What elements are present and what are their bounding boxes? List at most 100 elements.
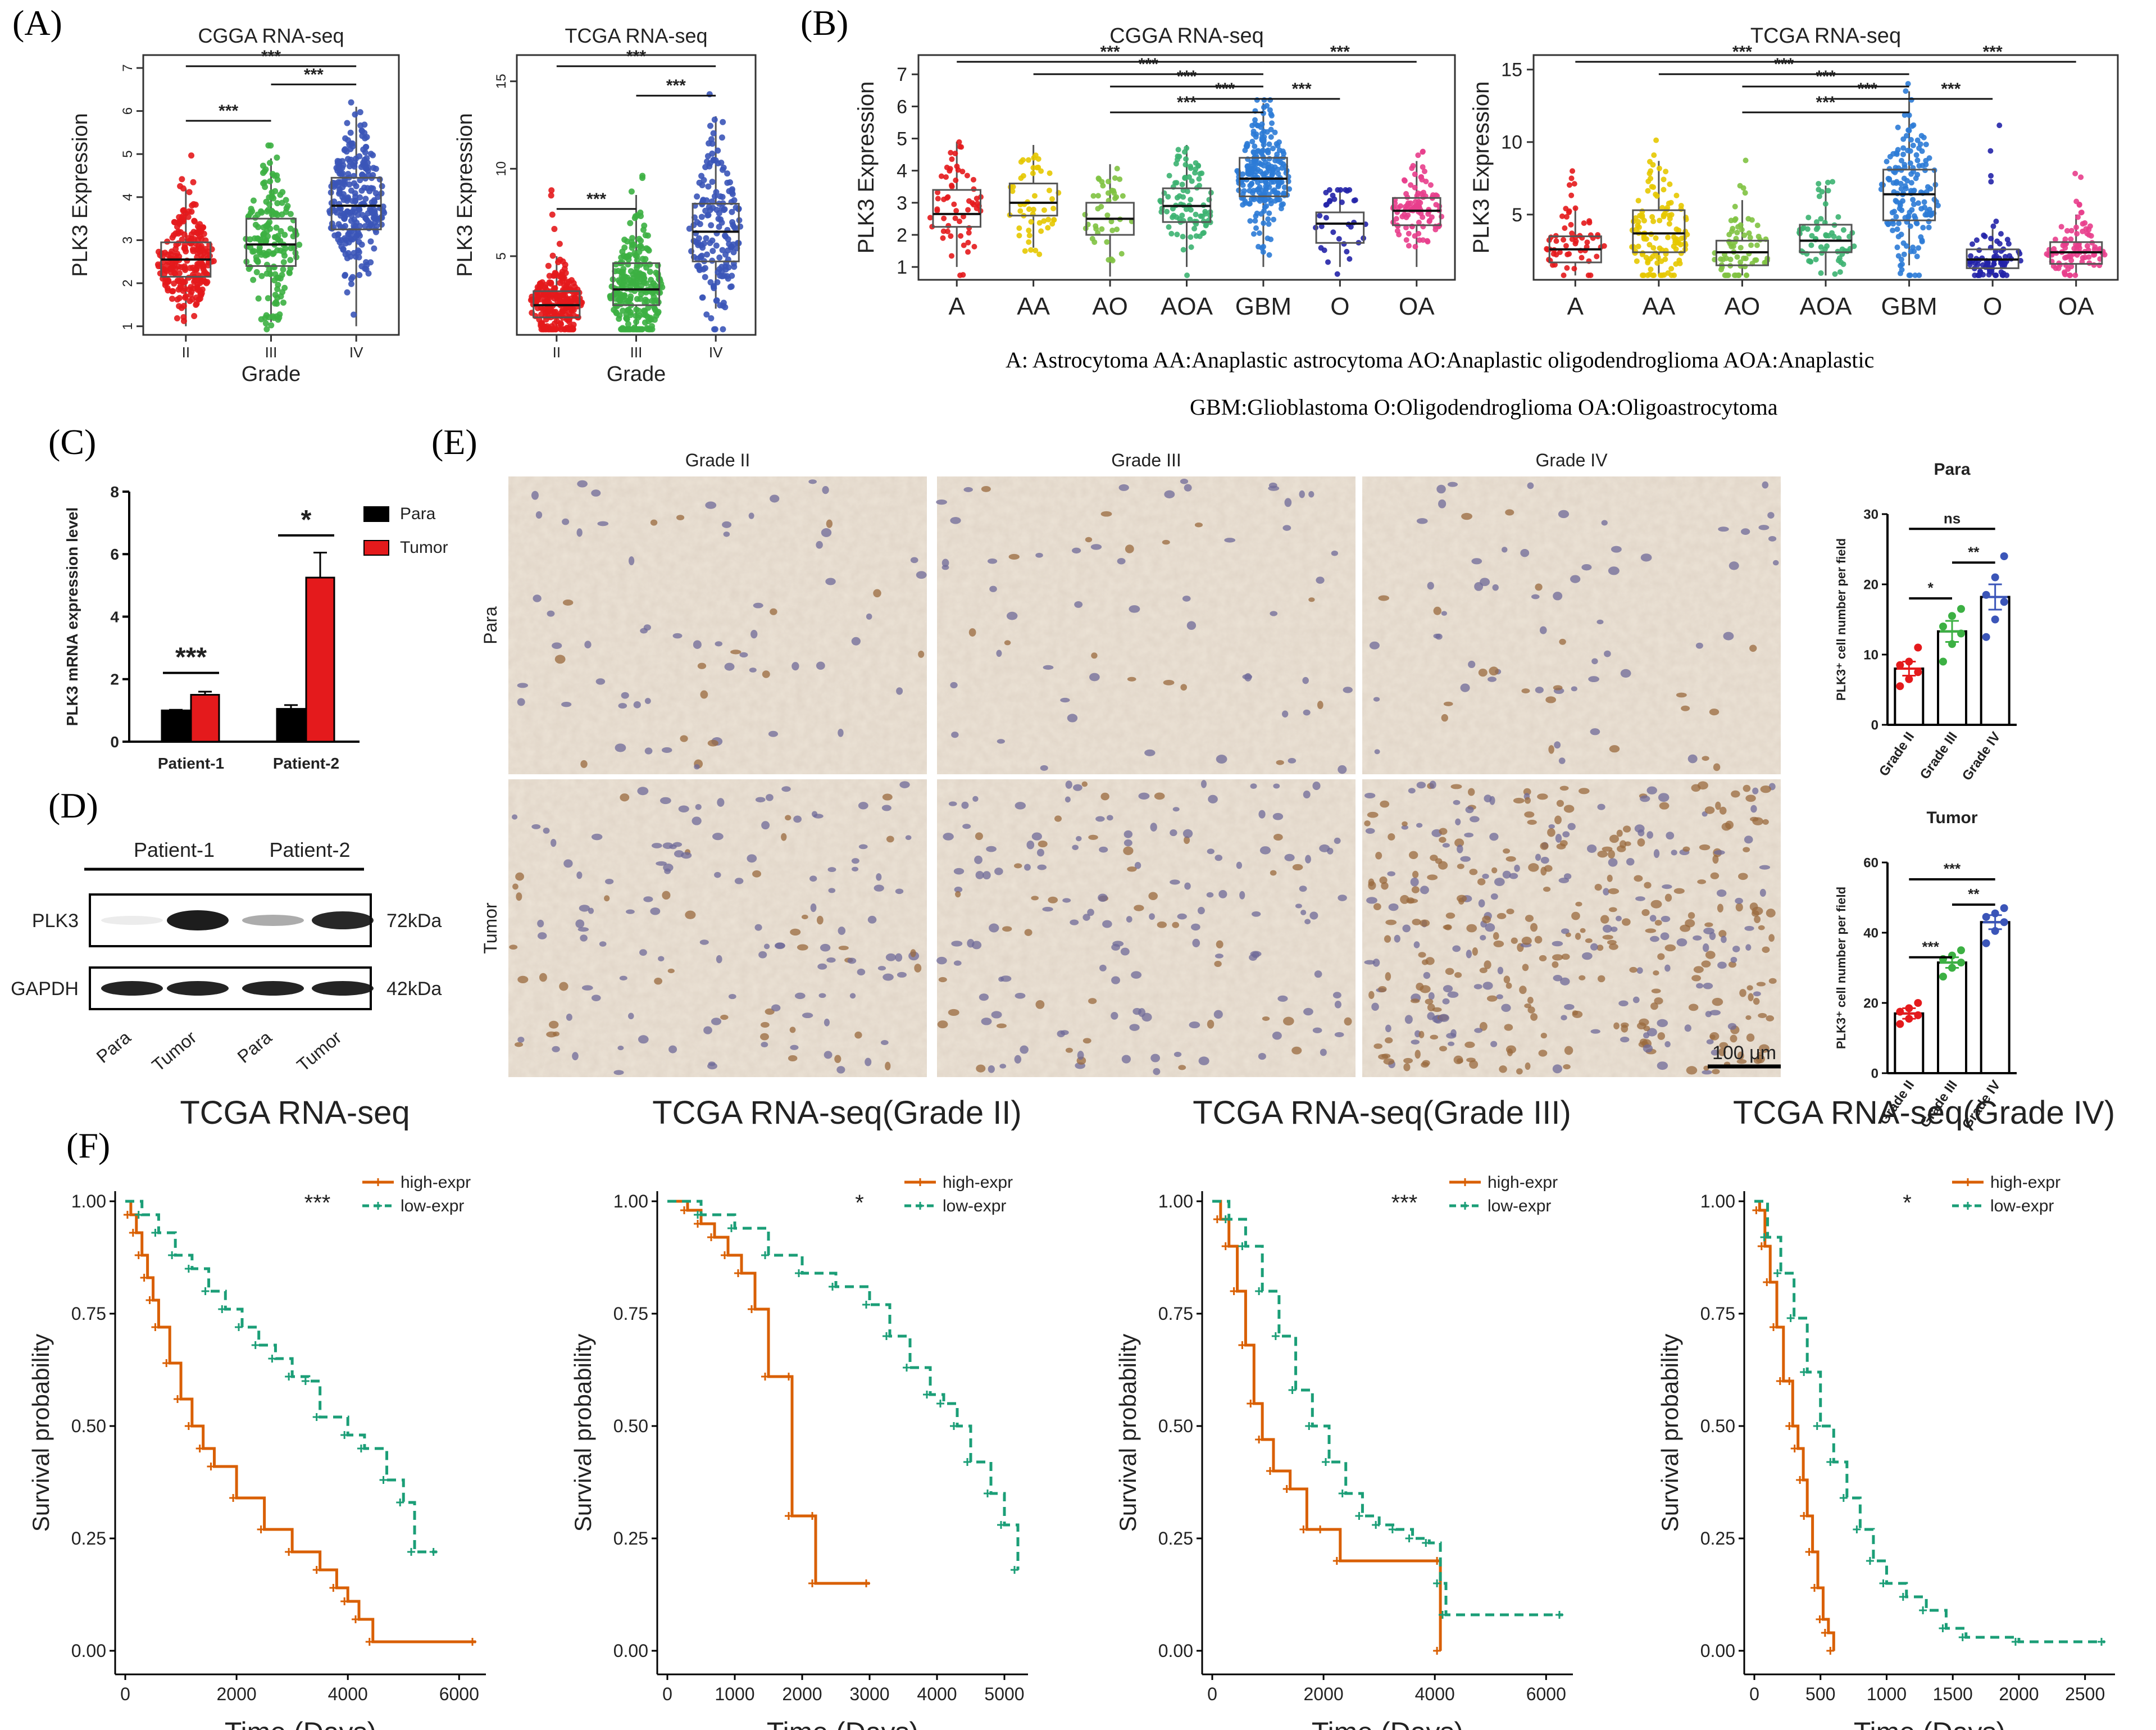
- cell-nucleus: [1040, 765, 1048, 771]
- data-point: [1588, 273, 1594, 278]
- data-point: [703, 158, 710, 165]
- cell-nucleus: [1111, 943, 1120, 951]
- cell-nucleus: [1198, 1056, 1209, 1065]
- data-point: [203, 271, 210, 278]
- cell-nucleus: [801, 914, 808, 920]
- km-curve-high: [667, 1200, 870, 1585]
- cell-nucleus: [781, 833, 787, 841]
- cell-nucleus: [1305, 855, 1311, 864]
- cell-nucleus: [1482, 982, 1493, 990]
- cell-nucleus: [1721, 936, 1727, 943]
- legend-label-low: low-expr: [943, 1197, 1006, 1215]
- data-point: [1676, 257, 1682, 264]
- cell-nucleus: [1454, 838, 1464, 847]
- censor-mark: [379, 1476, 388, 1484]
- censor-mark: [151, 1229, 160, 1237]
- y-tick-label: 7: [897, 64, 907, 85]
- data-point: [1196, 176, 1202, 182]
- legend-label-high: high-expr: [943, 1173, 1013, 1192]
- cell-nucleus: [576, 528, 583, 537]
- data-point: [1658, 273, 1664, 278]
- cell-nucleus: [750, 630, 758, 639]
- data-point: [2074, 230, 2080, 237]
- censor-mark: [1238, 1341, 1247, 1349]
- data-point: [719, 166, 726, 173]
- cell-nucleus: [1704, 806, 1715, 814]
- data-point: [254, 258, 261, 265]
- cell-nucleus: [1703, 983, 1713, 989]
- data-point: [1038, 228, 1044, 234]
- data-point: [1018, 175, 1024, 181]
- cell-nucleus: [1695, 642, 1703, 649]
- cell-nucleus: [1455, 818, 1461, 825]
- legend-label-low: low-expr: [401, 1197, 464, 1215]
- data-point: [178, 229, 184, 235]
- data-point: [1563, 214, 1570, 220]
- cell-nucleus: [1170, 829, 1177, 837]
- cell-nucleus: [1380, 800, 1390, 808]
- data-point: [1255, 166, 1261, 172]
- censor-mark: [235, 1323, 243, 1331]
- censor-mark: [301, 1377, 310, 1385]
- data-point: [1018, 159, 1024, 165]
- censor-mark: [1355, 1512, 1363, 1520]
- data-point: [1275, 143, 1281, 149]
- cell-nucleus: [1214, 961, 1222, 968]
- censor-mark: [1805, 1548, 1813, 1556]
- cell-nucleus: [1074, 601, 1083, 608]
- x-tick-label: Grade III: [1917, 729, 1961, 782]
- cell-nucleus: [1609, 834, 1619, 843]
- data-point: [1108, 256, 1115, 262]
- data-point: [338, 243, 345, 250]
- data-point: [1028, 247, 1034, 253]
- data-point: [951, 201, 957, 207]
- data-point: [1948, 612, 1956, 620]
- data-point: [566, 278, 572, 285]
- data-point: [1666, 221, 1672, 227]
- cell-nucleus: [650, 519, 658, 526]
- data-point: [275, 281, 281, 288]
- cell-nucleus: [827, 867, 836, 873]
- cell-nucleus: [1586, 844, 1597, 853]
- cell-nucleus: [1604, 650, 1611, 657]
- data-point: [275, 236, 281, 243]
- data-point: [643, 280, 649, 287]
- data-point: [155, 248, 162, 255]
- cell-nucleus: [747, 854, 757, 863]
- significance-label: **: [1968, 543, 1980, 560]
- censor-mark: [1919, 1606, 1927, 1614]
- data-point: [1406, 243, 1412, 249]
- significance-label: **: [1968, 886, 1980, 902]
- cell-nucleus: [1163, 679, 1175, 685]
- data-point: [283, 197, 289, 203]
- cell-nucleus: [559, 982, 568, 991]
- row-label: GAPDH: [11, 978, 79, 1000]
- data-point: [1323, 202, 1330, 208]
- data-point: [635, 314, 642, 321]
- data-point: [1639, 273, 1645, 278]
- data-point: [1559, 213, 1566, 219]
- cell-nucleus: [1646, 1028, 1657, 1037]
- cell-nucleus: [938, 977, 947, 983]
- y-tick-label: 1.00: [613, 1191, 648, 1211]
- cell-nucleus: [866, 613, 872, 620]
- data-point: [1835, 214, 1841, 220]
- data-point: [1049, 221, 1056, 227]
- data-point: [1268, 126, 1274, 133]
- data-point: [164, 251, 171, 258]
- data-point: [192, 201, 199, 208]
- cell-nucleus: [1489, 833, 1499, 841]
- data-point: [342, 271, 348, 278]
- cell-nucleus: [1634, 875, 1643, 882]
- data-point: [352, 234, 359, 241]
- cell-nucleus: [897, 971, 907, 978]
- data-point: [1323, 189, 1329, 196]
- cell-nucleus: [1596, 619, 1604, 625]
- censor-mark: [229, 1494, 238, 1502]
- cell-nucleus: [1492, 584, 1499, 591]
- cell-nucleus: [1617, 845, 1626, 852]
- data-point: [636, 243, 643, 250]
- censor-mark: [2011, 1638, 2019, 1646]
- data-point: [620, 307, 626, 314]
- cell-nucleus: [1558, 510, 1570, 519]
